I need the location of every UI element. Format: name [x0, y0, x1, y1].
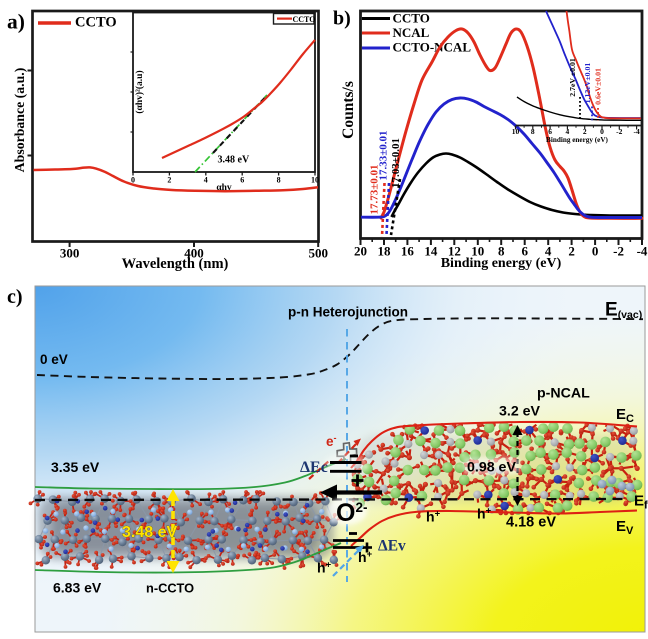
svg-text:0: 0 [600, 127, 604, 136]
svg-text:-4: -4 [633, 127, 639, 136]
svg-text:ΔEv: ΔEv [378, 538, 406, 555]
svg-text:-2: -2 [616, 127, 622, 136]
svg-text:10: 10 [471, 244, 484, 259]
svg-text:10: 10 [311, 176, 319, 185]
svg-text:14: 14 [424, 244, 438, 259]
svg-text:16: 16 [401, 244, 415, 259]
svg-text:8: 8 [498, 244, 505, 259]
svg-text:10: 10 [512, 127, 520, 136]
svg-text:0: 0 [592, 244, 599, 259]
svg-text:0: 0 [131, 176, 135, 185]
svg-text:0 eV: 0 eV [40, 352, 68, 367]
svg-text:6: 6 [521, 244, 528, 259]
svg-text:3.48 eV: 3.48 eV [122, 524, 177, 541]
svg-text:b): b) [333, 8, 351, 30]
svg-text:Wavelength (nm): Wavelength (nm) [122, 256, 229, 272]
svg-text:Counts/s: Counts/s [340, 81, 357, 139]
svg-text:CCTO-NCAL: CCTO-NCAL [393, 40, 472, 55]
svg-text:18: 18 [377, 244, 391, 259]
svg-text:CCTO: CCTO [75, 15, 117, 31]
svg-text:12: 12 [448, 244, 461, 259]
svg-text:6: 6 [548, 127, 552, 136]
svg-text:4: 4 [545, 244, 552, 259]
svg-text:αhv: αhv [216, 183, 232, 193]
svg-text:500: 500 [308, 245, 328, 260]
svg-text:e-: e- [326, 433, 337, 449]
svg-text:-4: -4 [637, 244, 648, 259]
svg-text:6: 6 [240, 176, 244, 185]
svg-text:4: 4 [566, 127, 570, 136]
svg-text:1.12eV±0.01: 1.12eV±0.01 [583, 63, 592, 104]
svg-text:3.48 eV: 3.48 eV [218, 155, 250, 166]
svg-text:3.35 eV: 3.35 eV [51, 459, 100, 475]
svg-text:6.83 eV: 6.83 eV [53, 580, 102, 596]
svg-text:0.98 eV: 0.98 eV [467, 460, 516, 476]
svg-text:c): c) [7, 286, 23, 308]
svg-text:a): a) [7, 10, 25, 34]
svg-text:17.73±0.01: 17.73±0.01 [369, 164, 381, 214]
svg-text:0.6eV±0.01: 0.6eV±0.01 [594, 68, 603, 105]
svg-text:Binding energy (eV): Binding energy (eV) [441, 256, 562, 271]
svg-text:17.33±0.01: 17.33±0.01 [378, 130, 390, 180]
svg-text:n-CCTO: n-CCTO [146, 581, 194, 596]
svg-text:p-NCAL: p-NCAL [537, 386, 590, 402]
svg-text:2: 2 [583, 127, 587, 136]
svg-text:2: 2 [568, 244, 575, 259]
svg-text:2: 2 [167, 176, 171, 185]
svg-text:CCTO: CCTO [293, 15, 316, 24]
svg-text:300: 300 [60, 245, 80, 260]
svg-text:-2: -2 [613, 244, 624, 259]
svg-text:p-n Heterojunction: p-n Heterojunction [288, 305, 408, 320]
svg-text:ΔEc: ΔEc [300, 459, 328, 476]
svg-text:4.18 eV: 4.18 eV [506, 515, 556, 531]
svg-text:20: 20 [354, 244, 367, 259]
svg-text:8: 8 [277, 176, 281, 185]
svg-text:CCTO: CCTO [393, 11, 430, 26]
svg-text:400: 400 [184, 245, 204, 260]
svg-text:Binding energy (eV): Binding energy (eV) [546, 136, 608, 144]
svg-text:(αhv)²(a.u): (αhv)²(a.u) [134, 70, 145, 113]
svg-text:4: 4 [204, 176, 208, 185]
svg-text:3.2 eV: 3.2 eV [499, 404, 541, 420]
svg-text:2.7eV ±0.01: 2.7eV ±0.01 [568, 58, 577, 97]
svg-text:NCAL: NCAL [393, 25, 430, 40]
svg-text:Absorbance (a.u.): Absorbance (a.u.) [12, 68, 28, 173]
svg-text:17.03±0.01: 17.03±0.01 [390, 138, 402, 188]
svg-text:8: 8 [531, 127, 535, 136]
